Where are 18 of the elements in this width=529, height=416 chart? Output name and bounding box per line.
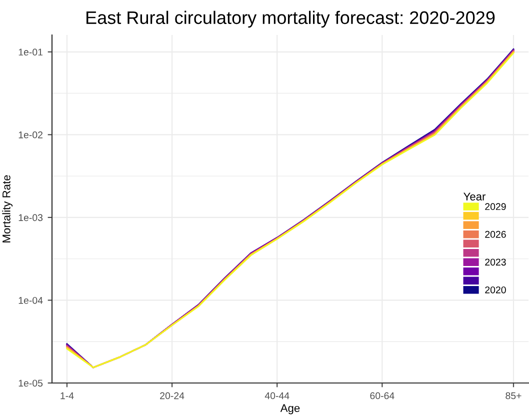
legend-label: 2020: [485, 286, 506, 294]
y-tick-label: 1e-05: [18, 380, 43, 387]
legend-label: 2029: [485, 203, 506, 210]
chart-title: East Rural circulatory mortality forecast: 2020-2029: [86, 10, 495, 28]
y-axis-title: Mortality Rate: [2, 175, 13, 242]
x-axis-title: Age: [280, 404, 300, 414]
y-tick-label: 1e-04: [18, 296, 43, 304]
y-tick-label: 1e-02: [18, 131, 42, 138]
x-tick-label: 1-4: [60, 392, 74, 400]
x-tick-label: 20-24: [160, 392, 184, 400]
legend-title: Year: [464, 192, 486, 200]
x-tick-label: 85+: [506, 392, 522, 400]
y-tick-label: 1e-03: [18, 214, 43, 222]
x-tick-label: 60-64: [370, 392, 394, 400]
y-tick-label: 1e-01: [18, 48, 42, 56]
legend-label: 2026: [485, 230, 506, 238]
legend-label: 2023: [485, 258, 506, 266]
x-tick-label: 40-44: [264, 392, 290, 400]
